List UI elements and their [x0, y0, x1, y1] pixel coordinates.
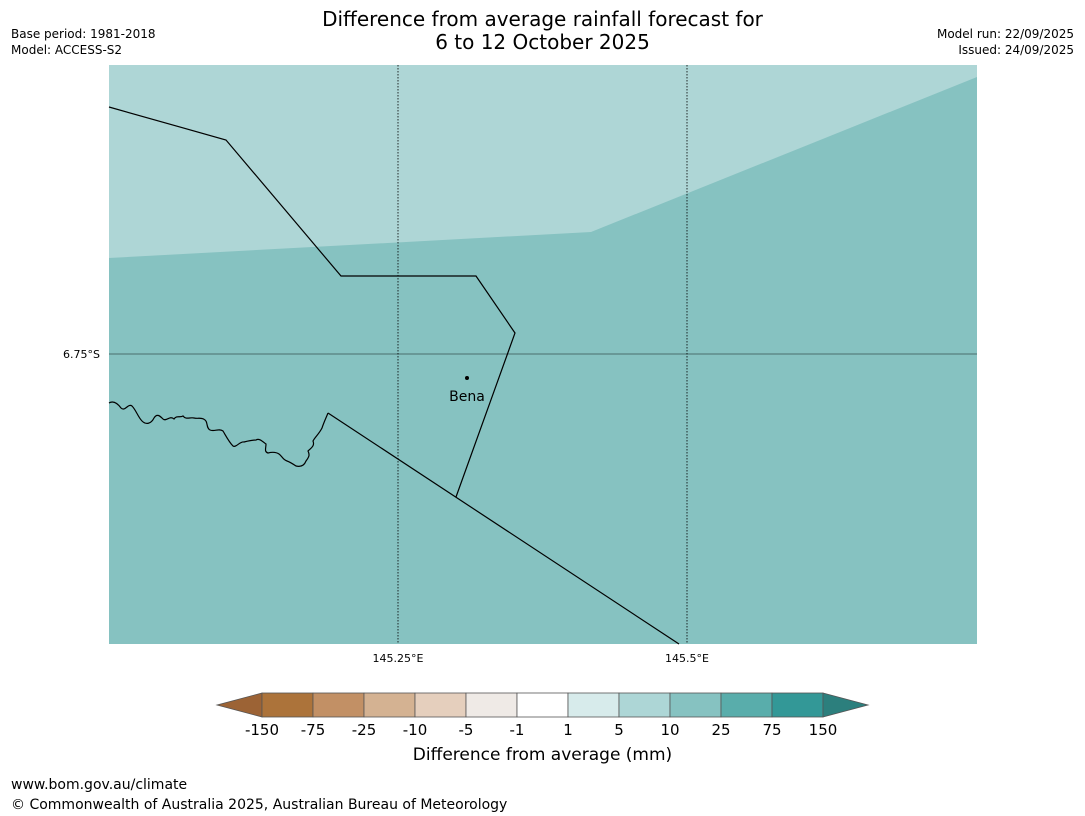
- meta-right: Model run: 22/09/2025 Issued: 24/09/2025: [937, 26, 1074, 58]
- province-boundary: [108, 106, 516, 498]
- lon-label-145-25: 145.25°E: [373, 652, 424, 665]
- map-title: Difference from average rainfall forecas…: [200, 8, 885, 54]
- colorbar-segment: [618, 692, 671, 718]
- base-period-label: Base period: 1981-2018: [11, 27, 156, 41]
- light-rainfall-zone: [109, 65, 977, 258]
- colorbar-tick-label: 1: [563, 721, 573, 739]
- colorbar-tick-label: -25: [352, 721, 377, 739]
- colorbar-tick-label: 25: [711, 721, 730, 739]
- colorbar-tick-label: -10: [403, 721, 428, 739]
- title-line-1: Difference from average rainfall forecas…: [322, 7, 763, 31]
- colorbar-segment: [516, 692, 569, 718]
- footer: www.bom.gov.au/climate © Commonwealth of…: [11, 775, 507, 815]
- model-run-label: Model run: 22/09/2025: [936, 27, 1074, 41]
- colorbar-tick-label: -5: [459, 721, 474, 739]
- colorbar-segment: [363, 692, 416, 718]
- coastline: [108, 401, 329, 467]
- colorbar-tick-label: -75: [301, 721, 326, 739]
- model-label: Model: ACCESS-S2: [11, 43, 123, 57]
- colorbar: -150 -75 -25 -10 -5 -1 1 5 10 25 75 150: [215, 692, 870, 739]
- colorbar-segment: [414, 692, 467, 718]
- province-boundary-south: [327, 412, 680, 645]
- colorbar-extend-low: [215, 692, 263, 718]
- colorbar-segment: [720, 692, 773, 718]
- colorbar-tick-label: 150: [809, 721, 838, 739]
- footer-copyright: © Commonwealth of Australia 2025, Austra…: [11, 797, 508, 813]
- colorbar-title: Difference from average (mm): [412, 745, 673, 765]
- colorbar-tick-label: 10: [660, 721, 679, 739]
- colorbar-segment: [771, 692, 824, 718]
- colorbar-tick-label: 75: [762, 721, 781, 739]
- colorbar-extend-high: [822, 692, 870, 718]
- bena-marker: [465, 376, 469, 380]
- meta-left: Base period: 1981-2018 Model: ACCESS-S2: [11, 26, 156, 58]
- colorbar-segment: [312, 692, 365, 718]
- colorbar-tick-label: 5: [614, 721, 624, 739]
- issued-label: Issued: 24/09/2025: [958, 43, 1074, 57]
- footer-url: www.bom.gov.au/climate: [11, 777, 188, 793]
- map-frame: Bena 6.75°S 145.25°E 145.5°E: [63, 65, 977, 665]
- colorbar-segment: [261, 692, 314, 718]
- colorbar-tick-label: -1: [510, 721, 525, 739]
- colorbar-segment: [669, 692, 722, 718]
- colorbar-tick-label: -150: [245, 721, 279, 739]
- colorbar-segment: [465, 692, 518, 718]
- lat-label-6-75: 6.75°S: [63, 348, 100, 361]
- colorbar-segment: [567, 692, 620, 718]
- title-line-2: 6 to 12 October 2025: [435, 30, 650, 54]
- lon-label-145-5: 145.5°E: [665, 652, 709, 665]
- bena-label: Bena: [449, 389, 485, 405]
